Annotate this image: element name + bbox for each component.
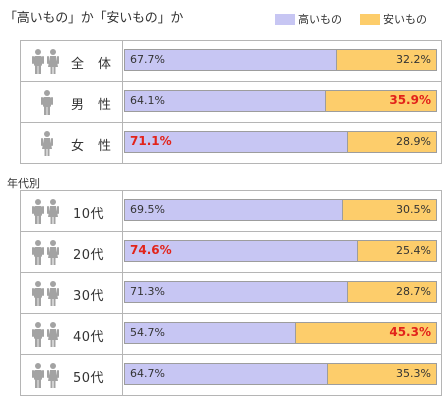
row-label: 40代 [73,330,105,345]
legend-swatch-high [275,13,295,25]
female-icon [41,131,53,156]
row-label: 男 性 [71,98,112,113]
bar-segment-low: 32.2% [337,50,436,70]
chart-row: 全 体 67.7% 32.2% [21,41,441,82]
overall-group: 全 体 67.7% 32.2% 男 性 64.1% 35.9% 女 性 71.1% 28.9… [20,40,442,164]
row-label-cell: 30代 [21,273,123,313]
value-label-low: 32.2% [396,53,431,66]
stacked-bar: 71.1% 28.9% [124,131,437,153]
bar-segment-low: 30.5% [343,200,436,220]
value-label-high: 69.5% [130,203,165,216]
bar-segment-high: 71.1% [125,132,348,152]
value-label-low: 35.3% [396,367,431,380]
stacked-bar: 54.7% 45.3% [124,322,437,344]
bar-segment-low: 28.7% [348,282,436,302]
row-label-cell: 10代 [21,191,123,231]
bar-segment-high: 64.7% [125,364,328,384]
bar-segment-high: 69.5% [125,200,343,220]
legend-item-high: 高いもの [275,12,342,26]
age-group: 10代 69.5% 30.5% 20代 74.6% 25.4% 30代 71.3% 28.7… [20,190,442,396]
chart-row: 女 性 71.1% 28.9% [21,123,441,164]
couple-icon [32,240,59,265]
legend-label-high: 高いもの [298,13,342,26]
value-label-low: 28.7% [396,285,431,298]
row-label-cell: 40代 [21,314,123,354]
bar-segment-high: 74.6% [125,241,358,261]
row-label: 50代 [73,371,105,386]
chart-row: 40代 54.7% 45.3% [21,314,441,355]
value-label-low: 28.9% [396,135,431,148]
couple-icon [32,322,59,347]
bar-segment-high: 64.1% [125,91,326,111]
chart-row: 男 性 64.1% 35.9% [21,82,441,123]
stacked-bar: 74.6% 25.4% [124,240,437,262]
legend-item-low: 安いもの [360,12,427,26]
bar-segment-low: 45.3% [296,323,436,343]
stacked-bar: 71.3% 28.7% [124,281,437,303]
stacked-bar: 69.5% 30.5% [124,199,437,221]
value-label-high: 67.7% [130,53,165,66]
value-label-high: 71.1% [130,134,172,148]
couple-icon [32,281,59,306]
row-label-cell: 50代 [21,355,123,395]
row-label-cell: 男 性 [21,82,123,122]
chart-row: 20代 74.6% 25.4% [21,232,441,273]
value-label-low: 30.5% [396,203,431,216]
chart-row: 50代 64.7% 35.3% [21,355,441,396]
value-label-low: 45.3% [389,325,431,339]
row-label: 10代 [73,207,105,222]
row-label: 20代 [73,248,105,263]
value-label-high: 54.7% [130,326,165,339]
row-label: 30代 [73,289,105,304]
bar-segment-high: 54.7% [125,323,296,343]
bar-segment-low: 35.9% [326,91,436,111]
value-label-low: 25.4% [396,244,431,257]
chart-title: 「高いもの」か「安いもの」か [4,11,184,26]
row-label: 女 性 [71,139,112,154]
value-label-high: 64.7% [130,367,165,380]
male-icon [41,90,53,115]
chart-row: 30代 71.3% 28.7% [21,273,441,314]
legend-swatch-low [360,13,380,25]
row-label-cell: 全 体 [21,41,123,81]
stacked-bar: 64.1% 35.9% [124,90,437,112]
bar-segment-low: 25.4% [358,241,436,261]
stacked-bar: 64.7% 35.3% [124,363,437,385]
couple-icon [32,49,59,74]
couple-icon [32,199,59,224]
legend-label-low: 安いもの [383,13,427,26]
stacked-bar: 67.7% 32.2% [124,49,437,71]
value-label-high: 71.3% [130,285,165,298]
value-label-high: 64.1% [130,94,165,107]
bar-segment-high: 71.3% [125,282,348,302]
chart-row: 10代 69.5% 30.5% [21,191,441,232]
row-label: 全 体 [71,57,112,72]
value-label-high: 74.6% [130,243,172,257]
row-label-cell: 20代 [21,232,123,272]
couple-icon [32,363,59,388]
age-section-label: 年代別 [7,177,40,190]
value-label-low: 35.9% [389,93,431,107]
bar-segment-low: 35.3% [328,364,436,384]
bar-segment-high: 67.7% [125,50,337,70]
bar-segment-low: 28.9% [348,132,436,152]
row-label-cell: 女 性 [21,123,123,163]
